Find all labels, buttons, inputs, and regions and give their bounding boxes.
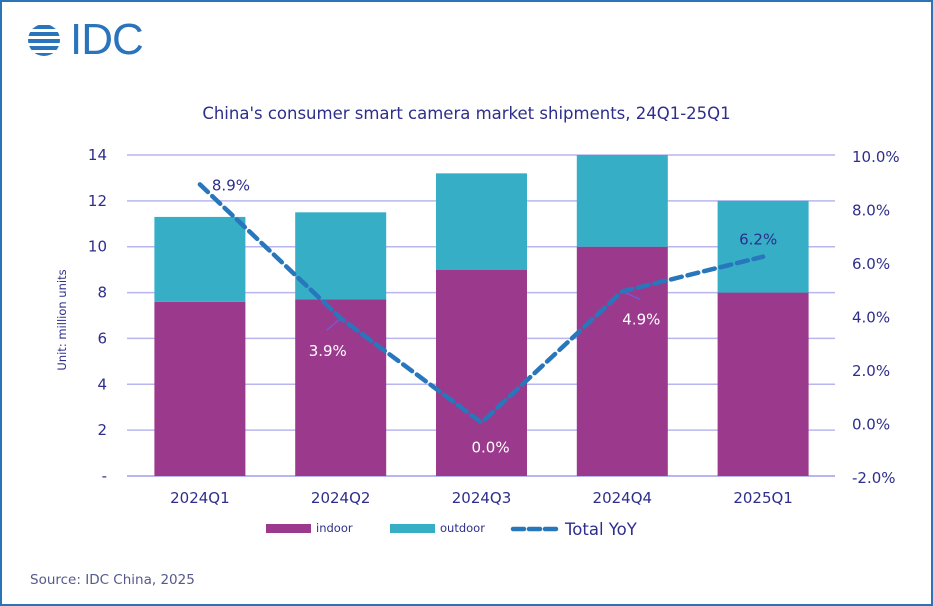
chart-title: China's consumer smart camera market shi… — [202, 104, 731, 123]
left-tick-label: 14 — [88, 146, 107, 164]
bar-outdoor-2024Q3 — [436, 173, 527, 270]
legend: indoor outdoor Total YoY — [266, 520, 638, 539]
legend-label-yoy: Total YoY — [564, 520, 638, 539]
x-tick-label: 2025Q1 — [733, 489, 793, 507]
data-label-yoy: 0.0% — [472, 439, 510, 457]
y-axis-title: Unit: million units — [55, 269, 69, 370]
source-note: Source: IDC China, 2025 — [30, 572, 195, 588]
x-tick-label: 2024Q1 — [170, 489, 230, 507]
data-label-yoy: 8.9% — [212, 176, 250, 194]
x-tick-label: 2024Q4 — [593, 489, 653, 507]
right-tick-label: 6.0% — [852, 255, 890, 273]
bar-indoor-2024Q3 — [436, 269, 527, 476]
left-tick-label: - — [102, 467, 107, 485]
data-label-yoy: 4.9% — [622, 310, 660, 328]
data-label-yoy: 6.2% — [739, 231, 777, 249]
bar-outdoor-2024Q1 — [154, 216, 246, 302]
legend-label-outdoor: outdoor — [440, 521, 485, 535]
idc-logo: IDC — [26, 15, 166, 64]
bar-indoor-2024Q4 — [576, 246, 668, 476]
bar-indoor-2024Q2 — [295, 299, 387, 476]
bar-indoor-2024Q1 — [154, 301, 246, 476]
x-tick-label: 2024Q3 — [452, 489, 512, 507]
left-tick-label: 6 — [97, 329, 107, 347]
globe-icon — [28, 25, 60, 56]
left-tick-label: 2 — [97, 421, 107, 439]
legend-swatch-indoor — [266, 524, 311, 533]
bar-outdoor-2025Q1 — [717, 200, 809, 293]
left-tick-label: 8 — [97, 284, 107, 302]
left-tick-label: 4 — [97, 375, 107, 393]
bar-outdoor-2024Q4 — [576, 155, 668, 247]
left-tick-label: 12 — [88, 192, 107, 210]
right-tick-label: 0.0% — [852, 416, 890, 434]
bars — [154, 155, 809, 476]
right-axis-ticks: -2.0% 0.0% 2.0% 4.0% 6.0% 8.0% 10.0% — [852, 148, 900, 487]
data-label-yoy: 3.9% — [309, 342, 347, 360]
left-tick-label: 10 — [88, 238, 107, 256]
bar-indoor-2025Q1 — [717, 292, 809, 476]
right-tick-label: -2.0% — [852, 469, 896, 487]
legend-label-indoor: indoor — [316, 521, 353, 535]
right-tick-label: 4.0% — [852, 309, 890, 327]
leader-line — [326, 317, 342, 331]
right-tick-label: 8.0% — [852, 202, 890, 220]
bar-outdoor-2024Q2 — [295, 212, 387, 300]
x-tick-label: 2024Q2 — [311, 489, 371, 507]
right-tick-label: 2.0% — [852, 362, 890, 380]
left-axis-ticks: - 2 4 6 8 10 12 14 — [88, 146, 107, 485]
legend-swatch-outdoor — [390, 524, 435, 533]
right-tick-label: 10.0% — [852, 148, 900, 166]
logo-wordmark: IDC — [70, 15, 144, 64]
data-labels: 8.9% 3.9% 0.0% 4.9% 6.2% — [212, 176, 777, 456]
yoy-line — [197, 182, 766, 425]
x-axis-ticks: 2024Q1 2024Q2 2024Q3 2024Q4 2025Q1 — [170, 489, 793, 507]
